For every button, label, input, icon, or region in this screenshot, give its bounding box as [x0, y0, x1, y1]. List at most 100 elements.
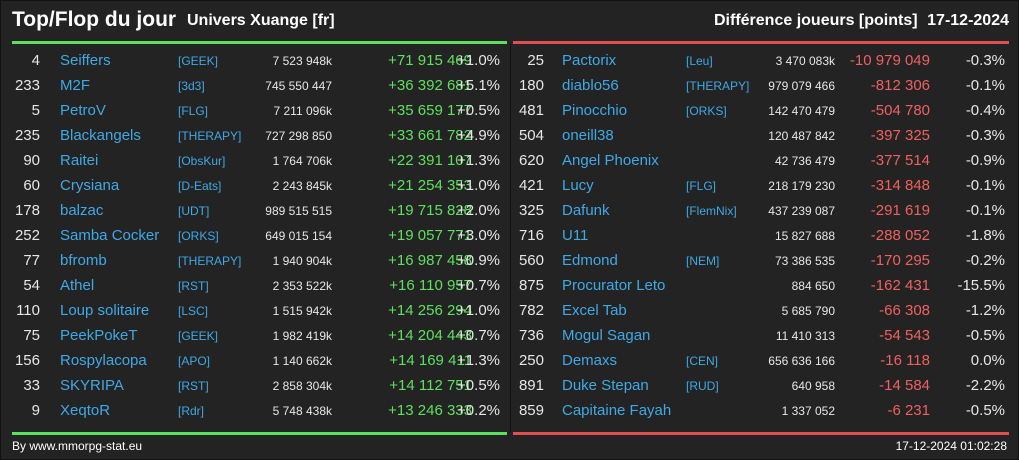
- alliance-tag-link[interactable]: [Leu]: [686, 54, 713, 68]
- diff-cell: +36 392 681: [388, 77, 472, 94]
- credit-link[interactable]: By www.mmorpg-stat.eu: [12, 439, 143, 453]
- alliance-tag-link[interactable]: [APO]: [178, 354, 211, 368]
- points-cell: 1 764 706k: [272, 154, 332, 168]
- diff-cell: -397 325: [870, 127, 930, 144]
- diff-cell: +19 715 828: [388, 202, 472, 219]
- points-cell: 1 940 904k: [272, 254, 332, 268]
- points-cell: 745 550 447: [265, 79, 332, 93]
- player-name-link[interactable]: bfromb: [60, 252, 107, 269]
- table-row: 235 Blackangels [THERAPY] 727 298 850 +33 66…: [12, 124, 507, 149]
- alliance-tag-link[interactable]: [THERAPY]: [686, 79, 750, 93]
- alliance-tag-link[interactable]: [LSC]: [178, 304, 209, 318]
- rank-cell: 252: [14, 227, 40, 244]
- table-row: 875 Procurator Leto 884 650 -162 431 -15.5%: [513, 274, 1009, 299]
- player-name-link[interactable]: Seiffers: [60, 52, 111, 69]
- player-name-link[interactable]: Duke Stepan: [562, 377, 649, 394]
- alliance-tag-link[interactable]: [RST]: [178, 379, 209, 393]
- player-name-link[interactable]: Lucy: [562, 177, 594, 194]
- alliance-tag-link[interactable]: [THERAPY]: [178, 129, 242, 143]
- percent-cell: +0.7%: [457, 327, 500, 344]
- player-name-link[interactable]: Edmond: [562, 252, 618, 269]
- player-name-link[interactable]: Rospylacopa: [60, 352, 147, 369]
- percent-cell: +0.9%: [457, 252, 500, 269]
- percent-cell: -1.2%: [965, 302, 1005, 319]
- alliance-tag-link[interactable]: [RUD]: [686, 379, 719, 393]
- alliance-tag-link[interactable]: [ORKS]: [686, 104, 727, 118]
- points-cell: 15 827 688: [774, 229, 835, 243]
- percent-cell: 0.0%: [970, 352, 1005, 369]
- percent-cell: +1.0%: [457, 177, 500, 194]
- alliance-tag-link[interactable]: [FlemNix]: [686, 204, 737, 218]
- metric-label: Différence joueurs [points]: [714, 12, 918, 29]
- alliance-tag-link[interactable]: [ORKS]: [178, 229, 219, 243]
- player-name-link[interactable]: oneill38: [562, 127, 614, 144]
- player-name-link[interactable]: Demaxs: [562, 352, 618, 369]
- player-name-link[interactable]: Blackangels: [60, 127, 141, 144]
- points-cell: 1 337 052: [781, 404, 835, 418]
- alliance-tag-link[interactable]: [THERAPY]: [178, 254, 242, 268]
- rank-cell: 875: [518, 277, 544, 294]
- rank-cell: 5: [31, 102, 40, 119]
- alliance-tag-link[interactable]: [RST]: [178, 279, 209, 293]
- percent-cell: +0.7%: [457, 277, 500, 294]
- player-name-link[interactable]: XeqtoR: [60, 402, 111, 419]
- alliance-tag-link[interactable]: [UDT]: [178, 204, 210, 218]
- percent-cell: -0.2%: [965, 252, 1005, 269]
- percent-cell: +5.1%: [457, 77, 500, 94]
- points-cell: 7 523 948k: [272, 54, 332, 68]
- alliance-tag-link[interactable]: [GEEK]: [178, 54, 219, 68]
- player-name-link[interactable]: Excel Tab: [562, 302, 627, 319]
- percent-cell: +2.0%: [457, 202, 500, 219]
- diff-cell: +14 112 751: [389, 377, 472, 394]
- rank-cell: 9: [31, 402, 40, 419]
- player-name-link[interactable]: Athel: [60, 277, 95, 294]
- diff-cell: -812 306: [870, 77, 930, 94]
- diff-cell: +19 057 771: [388, 227, 472, 244]
- player-name-link[interactable]: Procurator Leto: [562, 277, 666, 294]
- alliance-tag-link[interactable]: [FLG]: [178, 104, 209, 118]
- alliance-tag-link[interactable]: [CEN]: [686, 354, 719, 368]
- player-name-link[interactable]: M2F: [60, 77, 90, 94]
- player-name-link[interactable]: Capitaine Fayah: [562, 402, 672, 419]
- player-name-link[interactable]: PeekPokeT: [60, 327, 138, 344]
- alliance-tag-link[interactable]: [FLG]: [686, 179, 717, 193]
- alliance-tag-link[interactable]: [NEM]: [686, 254, 720, 268]
- table-row: 421 Lucy [FLG] 218 179 230 -314 848 -0.1%: [513, 174, 1009, 199]
- player-name-link[interactable]: PetroV: [60, 102, 106, 119]
- points-cell: 120 487 842: [768, 129, 835, 143]
- percent-cell: +1.0%: [457, 302, 500, 319]
- player-name-link[interactable]: Raitei: [60, 152, 99, 169]
- player-name-link[interactable]: Angel Phoenix: [562, 152, 659, 169]
- player-name-link[interactable]: SKYRIPA: [60, 377, 124, 394]
- alliance-tag-link[interactable]: [ObsKur]: [178, 154, 226, 168]
- alliance-tag-link[interactable]: [Rdr]: [178, 404, 205, 418]
- alliance-tag-link[interactable]: [D-Eats]: [178, 179, 222, 193]
- footer-timestamp: 17-12-2024 01:02:28: [895, 439, 1007, 453]
- percent-cell: -1.8%: [965, 227, 1005, 244]
- player-name-link[interactable]: Loup solitaire: [60, 302, 150, 319]
- rank-cell: 736: [518, 327, 544, 344]
- player-name-link[interactable]: Crysiana: [60, 177, 120, 194]
- percent-cell: +0.2%: [457, 402, 500, 419]
- table-row: 620 Angel Phoenix 42 736 479 -377 514 -0.9%: [513, 149, 1009, 174]
- table-row: 782 Excel Tab 5 685 790 -66 308 -1.2%: [513, 299, 1009, 324]
- player-name-link[interactable]: Samba Cocker: [60, 227, 160, 244]
- alliance-tag-link[interactable]: [GEEK]: [178, 329, 219, 343]
- percent-cell: -0.9%: [965, 152, 1005, 169]
- alliance-tag-link[interactable]: [3d3]: [178, 79, 205, 93]
- player-name-link[interactable]: U11: [562, 227, 589, 244]
- table-row: 859 Capitaine Fayah 1 337 052 -6 231 -0.5%: [513, 399, 1009, 424]
- player-name-link[interactable]: Pinocchio: [562, 102, 628, 119]
- percent-cell: +1.3%: [457, 152, 500, 169]
- player-name-link[interactable]: Pactorix: [562, 52, 617, 69]
- rank-cell: 233: [14, 77, 40, 94]
- flop-accent-bar-bottom: [513, 432, 1009, 435]
- player-name-link[interactable]: Mogul Sagan: [562, 327, 651, 344]
- points-cell: 437 239 087: [768, 204, 835, 218]
- diff-cell: -54 543: [879, 327, 930, 344]
- player-name-link[interactable]: diablo56: [562, 77, 619, 94]
- player-name-link[interactable]: Dafunk: [562, 202, 610, 219]
- points-cell: 11 410 313: [775, 329, 835, 343]
- rank-cell: 75: [23, 327, 40, 344]
- player-name-link[interactable]: balzac: [60, 202, 104, 219]
